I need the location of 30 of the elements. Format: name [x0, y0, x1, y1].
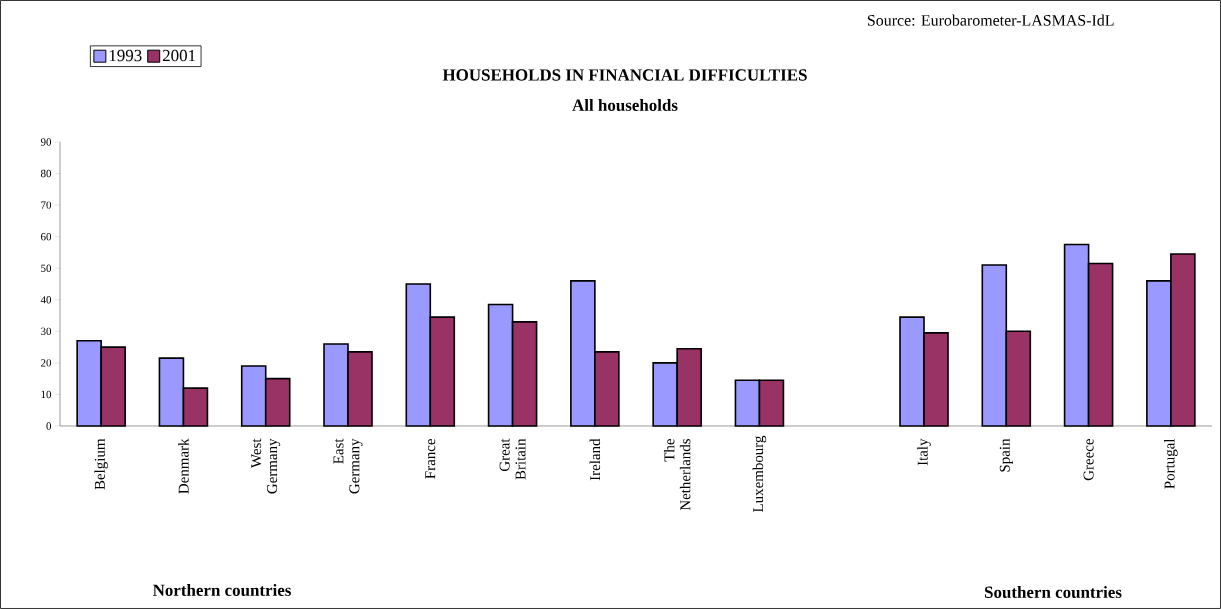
legend-label: 1993	[109, 49, 142, 62]
x-tick-label: Belgium	[94, 438, 108, 490]
y-tick-label: 80	[40, 169, 52, 178]
source-note: Source: Eurobarometer-LASMAS-IdL	[867, 14, 1114, 26]
x-tick-label: Spain	[999, 438, 1013, 472]
y-tick-label: 50	[41, 264, 52, 272]
x-tick-label: Greece	[1083, 439, 1094, 481]
text: Southern countries	[984, 586, 1122, 598]
y-tick-label: 30	[41, 327, 52, 336]
y-tick-label: 70	[41, 201, 52, 209]
x-tick-label: East Germany	[333, 438, 363, 494]
x-tick-label: Great Britain	[499, 438, 526, 480]
x-tick-label: Luxembourg	[752, 435, 767, 513]
y-tick-label: 20	[41, 359, 52, 367]
x-tick-label: West Germany	[251, 438, 281, 494]
x-tick-label: Portugal	[1164, 438, 1178, 489]
x-tick-label: The Netherlands	[663, 439, 691, 511]
y-tick-label: 40	[40, 296, 52, 304]
y-tick-label: 10	[41, 390, 52, 399]
y-tick-label: 0	[46, 422, 52, 430]
y-tick-label: 90	[40, 138, 52, 146]
x-tick-label: Denmark	[178, 438, 189, 494]
x-tick-label: Ireland	[589, 438, 601, 481]
chart-title: HOUSEHOLDS IN FINANCIAL DIFFICULTIES	[442, 69, 807, 81]
x-tick-label: Italy	[917, 438, 931, 466]
legend-label: 2001	[162, 49, 196, 62]
x-tick-label: France	[425, 439, 436, 479]
text: Northern countries	[152, 584, 291, 596]
chart-subtitle: All households	[572, 99, 678, 111]
y-tick-label: 60	[41, 232, 52, 241]
